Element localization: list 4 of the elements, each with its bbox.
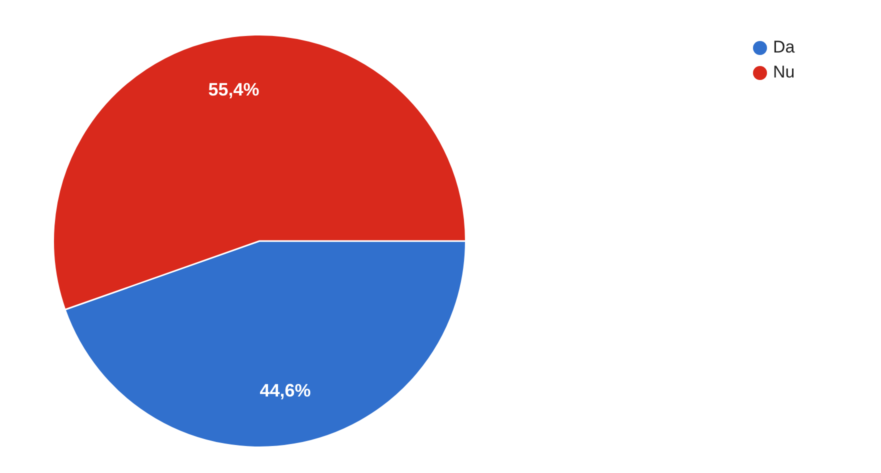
data-label: 44,6%	[260, 380, 311, 400]
legend-label: Nu	[773, 62, 795, 82]
data-label: 55,4%	[208, 80, 260, 100]
legend-label: Da	[773, 38, 796, 57]
